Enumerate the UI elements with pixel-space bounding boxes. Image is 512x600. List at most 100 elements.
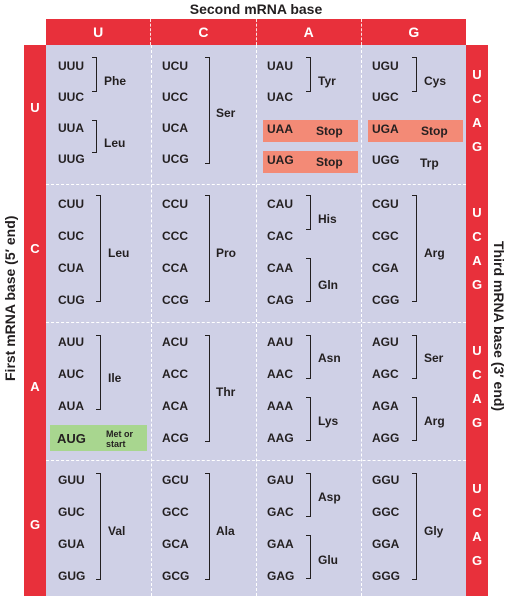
codon-cell: UAC	[267, 90, 293, 104]
bracket	[306, 195, 311, 230]
bracket	[412, 473, 417, 580]
bracket	[205, 57, 210, 164]
codon-cell: GAU	[267, 473, 294, 487]
codon-cell: AAA	[267, 399, 293, 413]
bracket	[205, 335, 210, 442]
codon-cell: AAC	[267, 367, 293, 381]
codon-cell: UGC	[372, 90, 399, 104]
codon-cell: CGG	[372, 293, 400, 307]
codon-cell: UGA	[372, 122, 399, 136]
third-base-letter: A	[472, 115, 482, 130]
codon-cell: UUG	[58, 152, 85, 166]
codon-cell: ACG	[162, 431, 189, 445]
first-base-c: C	[30, 241, 40, 256]
third-base-letter: U	[472, 343, 482, 358]
stop-highlight	[263, 151, 358, 173]
bracket	[412, 335, 417, 379]
third-base-letter: G	[471, 553, 483, 568]
codon-cell: AGU	[372, 335, 399, 349]
codon-cell: AAU	[267, 335, 293, 349]
codon-cell: CGA	[372, 261, 399, 275]
codon-cell: UUA	[58, 121, 84, 135]
bracket	[205, 195, 210, 302]
codon-cell: GAC	[267, 505, 294, 519]
codon-cell: GGU	[372, 473, 400, 487]
third-base-letter: U	[472, 67, 482, 82]
aa-label: Tyr	[318, 74, 336, 88]
second-base-a: A	[255, 19, 361, 45]
codon-cell: GUC	[58, 505, 85, 519]
aa-label: His	[318, 212, 337, 226]
aa-label: Ser	[216, 106, 236, 120]
codon-cell: UUU	[58, 59, 84, 73]
third-base-letter: G	[471, 415, 483, 430]
aa-label: Gln	[318, 278, 338, 292]
aa-label: Asp	[318, 490, 341, 504]
bracket	[96, 473, 101, 580]
second-base-header: U C A G	[46, 19, 466, 45]
start-label: Met or start	[106, 429, 133, 449]
aa-label: Phe	[104, 74, 127, 88]
aa-label: Stop	[316, 124, 343, 138]
codon-cell: CCC	[162, 229, 188, 243]
third-base-letter: A	[472, 253, 482, 268]
aa-label: Arg	[424, 246, 445, 260]
aa-label: Cys	[424, 74, 447, 88]
codon-cell: CUU	[58, 197, 84, 211]
second-base-u: U	[93, 24, 104, 40]
codon-cell: GGA	[372, 537, 400, 551]
codon-cell: CGC	[372, 229, 399, 243]
second-base-title: Second mRNA base	[189, 1, 323, 17]
aa-label: Glu	[318, 553, 338, 567]
bracket	[92, 120, 97, 153]
codon-cell: CAA	[267, 261, 293, 275]
aa-label: Leu	[108, 246, 130, 260]
aa-label: Trp	[420, 156, 439, 170]
column-divider	[256, 45, 257, 596]
aa-label: Stop	[421, 124, 448, 138]
codon-cell: AUG	[57, 431, 86, 446]
first-base-a: A	[30, 379, 40, 394]
codon-cell: UCG	[162, 152, 189, 166]
codon-cell: ACC	[162, 367, 188, 381]
codon-cell: CAC	[267, 229, 293, 243]
bracket	[96, 195, 101, 302]
column-divider	[361, 45, 362, 596]
aa-label: Lys	[318, 414, 339, 428]
bracket	[412, 195, 417, 302]
codon-cell: CUG	[58, 293, 85, 307]
codon-cell: AUU	[58, 335, 84, 349]
codon-cell: GAG	[267, 569, 295, 583]
codon-cell: AGG	[372, 431, 400, 445]
third-base-letter: G	[471, 139, 483, 154]
bracket	[92, 57, 97, 92]
first-base-bar: U C A G	[24, 45, 46, 596]
third-base-letter: C	[472, 505, 482, 520]
codon-cell: CAG	[267, 293, 294, 307]
codon-cell: UAA	[267, 122, 293, 136]
aa-label: Ala	[216, 524, 235, 538]
codon-cell: AAG	[267, 431, 294, 445]
first-base-title: First mRNA base (5′ end)	[2, 215, 18, 381]
codon-cell: CCU	[162, 197, 188, 211]
column-divider	[151, 45, 152, 596]
codon-cell: UCU	[162, 59, 188, 73]
start-highlight	[50, 425, 147, 451]
third-base-letter: U	[472, 481, 482, 496]
bracket	[205, 473, 210, 580]
codon-cell: ACA	[162, 399, 188, 413]
aa-label: Ser	[424, 351, 444, 365]
third-base-letter: U	[472, 205, 482, 220]
codon-cell: GGG	[372, 569, 401, 583]
codon-cell: GUG	[58, 569, 86, 583]
aa-label: Leu	[104, 136, 126, 150]
third-base-letter: G	[471, 277, 483, 292]
aa-label: Arg	[424, 414, 445, 428]
third-base-letter: A	[472, 391, 482, 406]
codon-cell: CUC	[58, 229, 84, 243]
codon-cell: ACU	[162, 335, 188, 349]
aa-label: Gly	[424, 524, 444, 538]
codon-cell: GUU	[58, 473, 85, 487]
third-base-title: Third mRNA base (3′ end)	[491, 241, 507, 412]
